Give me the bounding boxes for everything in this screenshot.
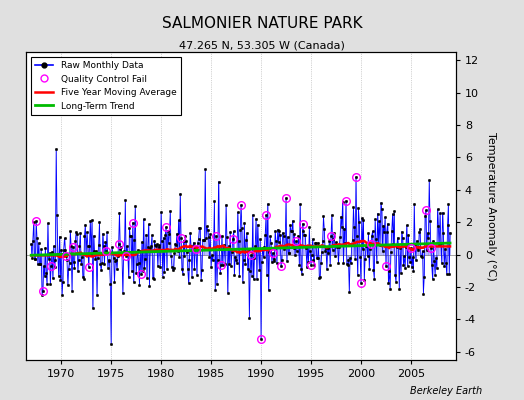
Y-axis label: Temperature Anomaly (°C): Temperature Anomaly (°C)	[486, 132, 496, 280]
Text: Berkeley Earth: Berkeley Earth	[410, 386, 482, 396]
Text: SALMONIER NATURE PARK: SALMONIER NATURE PARK	[162, 16, 362, 31]
Text: 47.265 N, 53.305 W (Canada): 47.265 N, 53.305 W (Canada)	[179, 40, 345, 50]
Legend: Raw Monthly Data, Quality Control Fail, Five Year Moving Average, Long-Term Tren: Raw Monthly Data, Quality Control Fail, …	[31, 56, 181, 115]
